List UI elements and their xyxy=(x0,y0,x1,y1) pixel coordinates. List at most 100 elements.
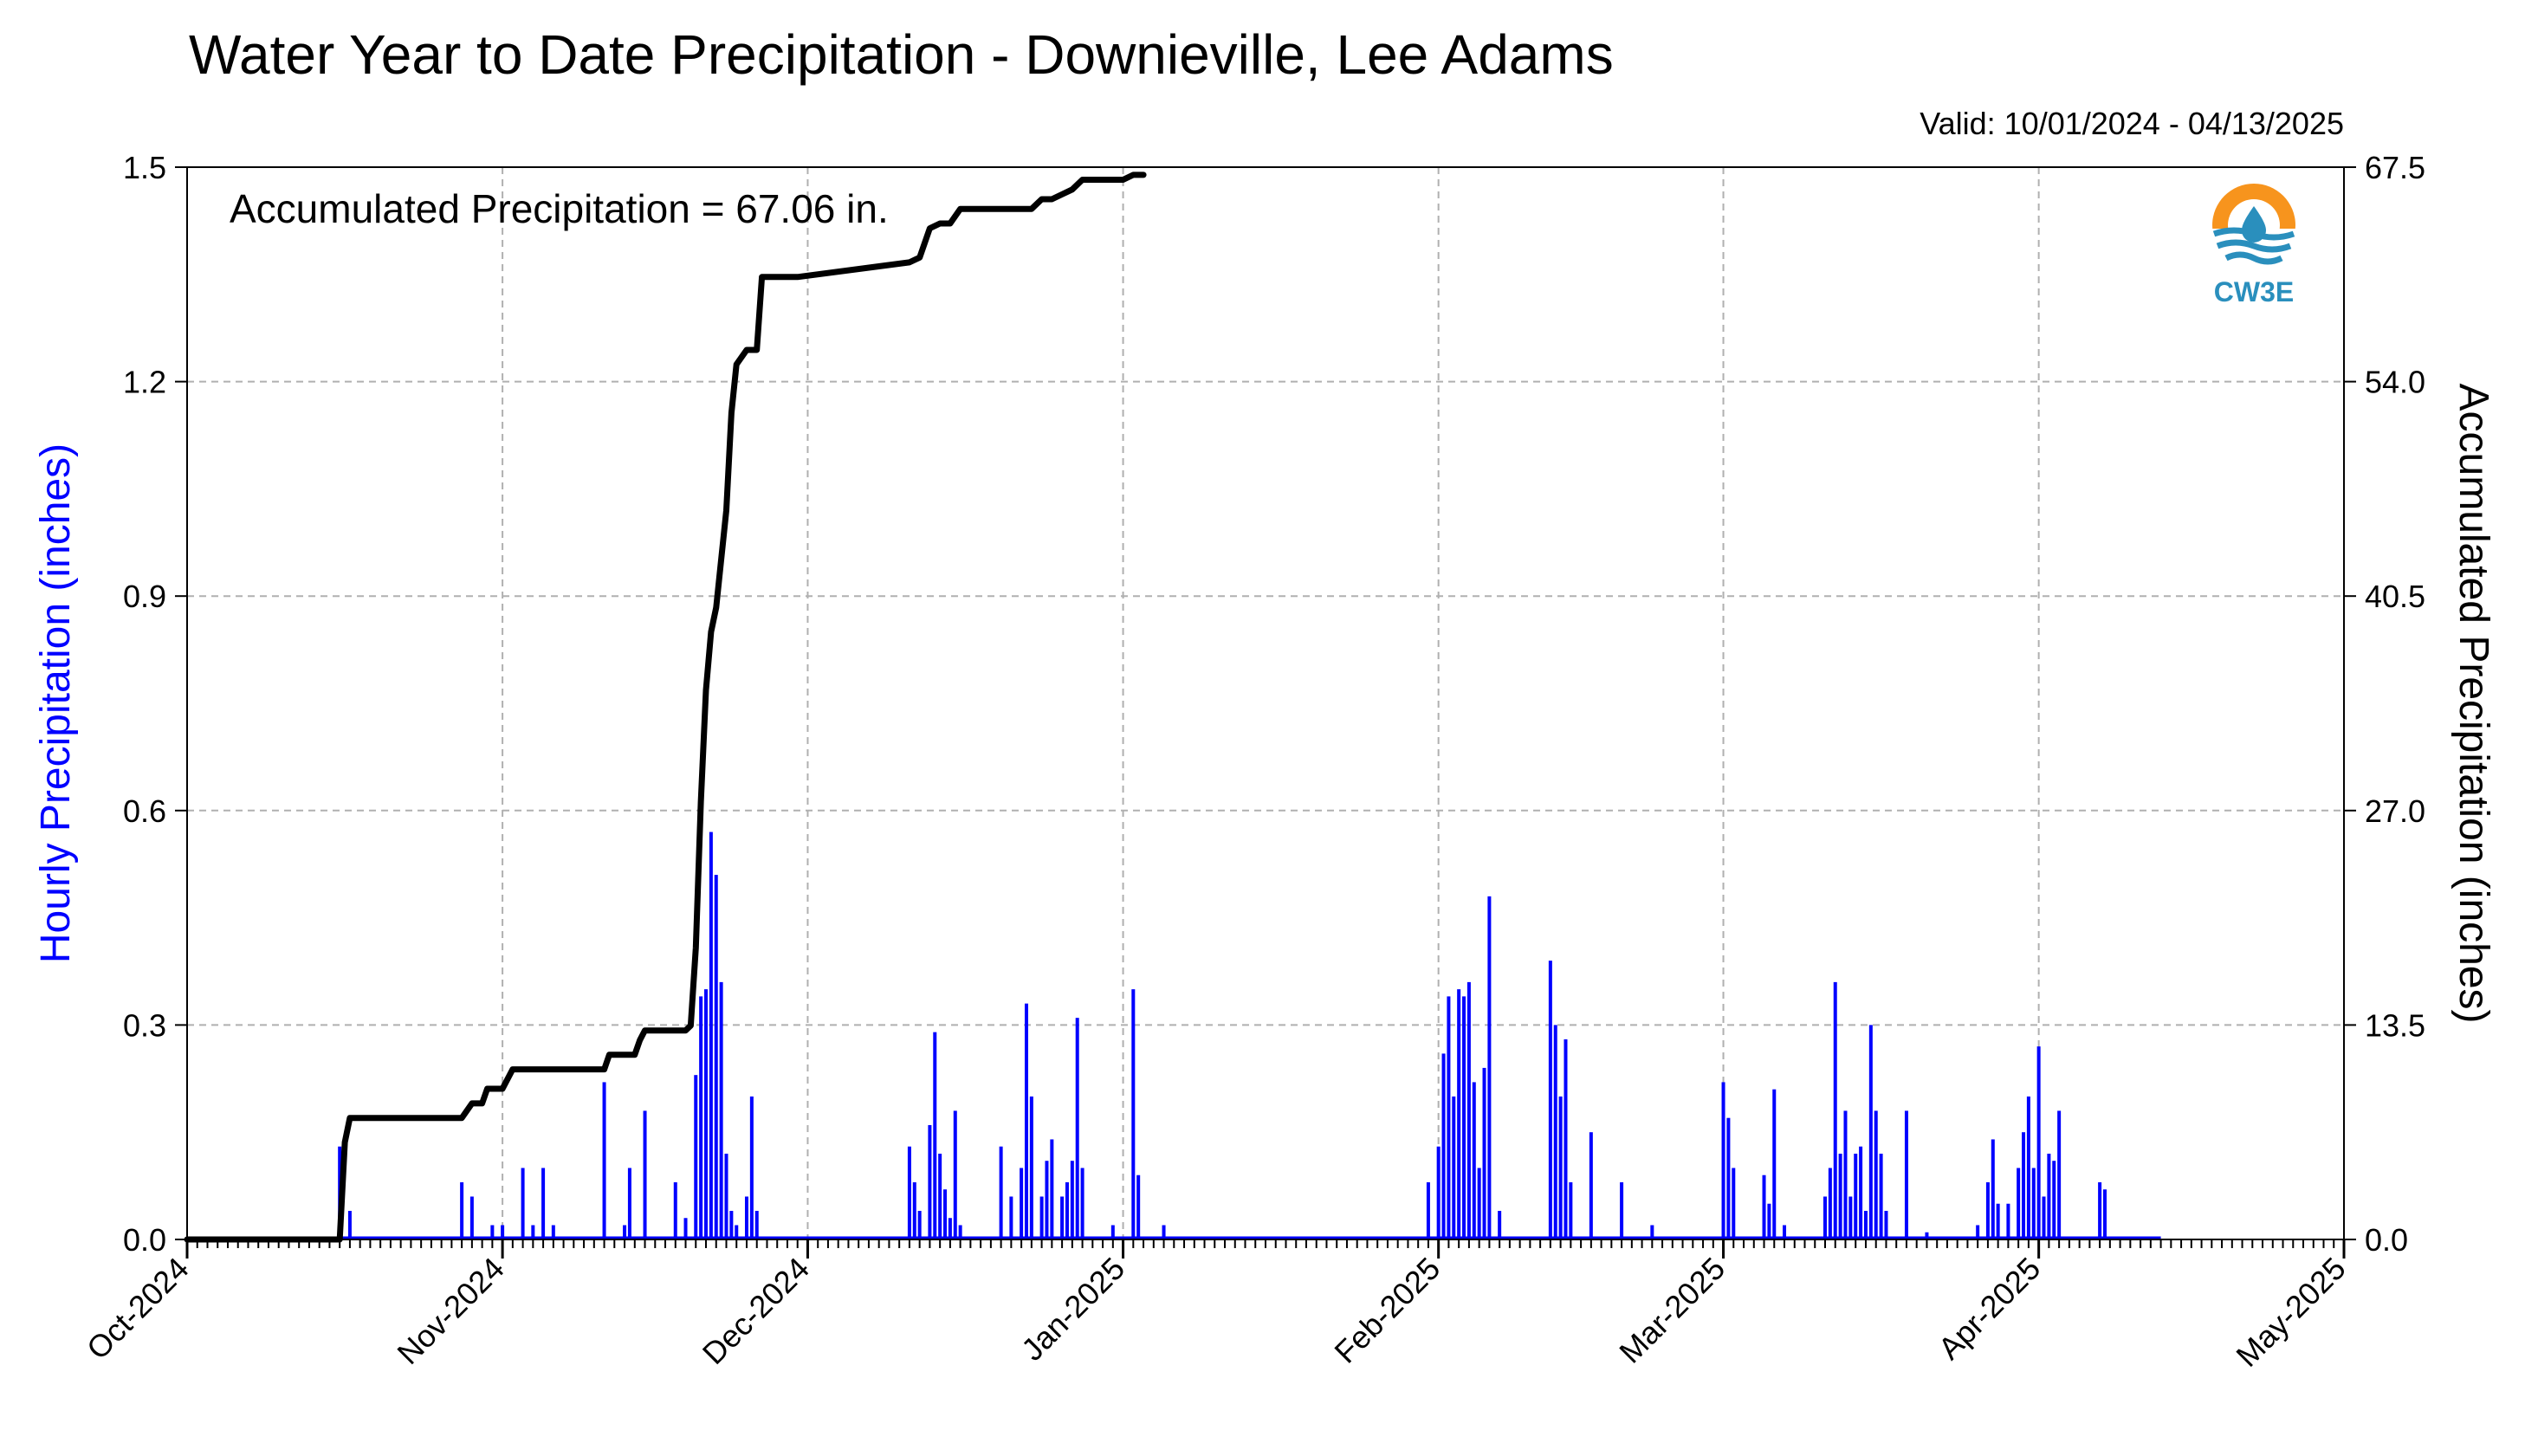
precip-bar xyxy=(1024,1003,1028,1239)
precip-bar xyxy=(1991,1139,1995,1239)
precip-bar xyxy=(699,996,703,1239)
precip-bar xyxy=(1045,1161,1049,1239)
y-left-tick-label: 0.6 xyxy=(123,793,166,829)
y-axis-left-ticks: 0.0 0.3 0.6 0.9 1.2 1.5 xyxy=(123,150,187,1258)
precip-bar xyxy=(2017,1168,2021,1239)
accumulated-precip-line xyxy=(184,171,1147,1243)
y-right-tick-label: 54.0 xyxy=(2365,365,2425,400)
precip-bar xyxy=(943,1189,948,1239)
precip-bar xyxy=(1487,896,1492,1239)
precip-bar xyxy=(735,1225,739,1239)
precip-bar xyxy=(694,1075,698,1239)
precip-bar xyxy=(1996,1203,2000,1239)
precip-bar xyxy=(754,1210,759,1239)
precip-bar xyxy=(1823,1196,1827,1239)
precip-bar xyxy=(1080,1168,1084,1239)
precip-bar xyxy=(1868,1025,1873,1239)
precip-bar xyxy=(1075,1018,1079,1239)
x-tick-label: Apr-2025 xyxy=(1932,1251,2048,1367)
y-left-tick-label: 0.3 xyxy=(123,1007,166,1043)
precip-bar xyxy=(917,1210,922,1239)
precip-bar xyxy=(1859,1146,1863,1239)
precip-bar xyxy=(1620,1181,1624,1239)
precip-bar xyxy=(2006,1203,2010,1239)
precip-bar xyxy=(1447,996,1451,1239)
precip-bar xyxy=(627,1168,631,1239)
x-tick-label: Feb-2025 xyxy=(1327,1251,1447,1370)
precip-bar xyxy=(1558,1096,1563,1239)
precip-bar xyxy=(1020,1168,1024,1239)
precip-bar xyxy=(729,1210,734,1239)
precip-bar xyxy=(749,1096,754,1239)
y-axis-right-label: Accumulated Precipitation (inches) xyxy=(2451,383,2496,1023)
precip-bar xyxy=(1879,1153,1883,1239)
precip-bar xyxy=(744,1196,748,1239)
precip-bar xyxy=(1452,1096,1456,1239)
y-right-tick-label: 0.0 xyxy=(2365,1222,2408,1258)
precip-bar xyxy=(1498,1210,1502,1239)
precip-bar xyxy=(1783,1225,1787,1239)
precip-bar xyxy=(1732,1168,1736,1239)
precip-bar xyxy=(1060,1196,1065,1239)
precip-bar xyxy=(1564,1039,1568,1239)
precip-bar xyxy=(1904,1110,1908,1239)
precip-bar xyxy=(1065,1181,1069,1239)
x-tick-label: Nov-2024 xyxy=(390,1251,510,1371)
cw3e-logo: CW3E xyxy=(2211,184,2297,307)
precip-bar xyxy=(928,1124,932,1239)
precip-bar xyxy=(1772,1089,1777,1239)
precip-bar xyxy=(1548,961,1552,1239)
precip-bar xyxy=(1131,989,1136,1239)
x-tick-label: Oct-2024 xyxy=(80,1251,196,1367)
precip-bar xyxy=(1985,1181,1990,1239)
precip-bar xyxy=(531,1225,535,1239)
precip-bar xyxy=(999,1146,1003,1239)
y-left-tick-label: 0.9 xyxy=(123,579,166,614)
precip-bar xyxy=(1589,1132,1593,1239)
precip-bar xyxy=(1441,1053,1446,1239)
y-left-tick-label: 0.0 xyxy=(123,1222,166,1258)
y-axis-left-label: Hourly Precipitation (inches) xyxy=(33,443,79,963)
y-left-tick-label: 1.2 xyxy=(123,365,166,400)
precip-bar xyxy=(1838,1153,1842,1239)
precip-bar xyxy=(602,1082,606,1239)
precip-bar xyxy=(347,1210,352,1239)
precip-bar xyxy=(724,1153,728,1239)
precip-bar xyxy=(1726,1117,1731,1239)
logo-text: CW3E xyxy=(2214,276,2294,307)
precip-bar xyxy=(490,1225,495,1239)
precip-bar xyxy=(1650,1225,1654,1239)
precip-bar xyxy=(958,1225,962,1239)
precip-bar xyxy=(521,1168,525,1239)
precip-bar xyxy=(953,1110,957,1239)
x-tick-label: Mar-2025 xyxy=(1612,1251,1732,1370)
precip-bar xyxy=(1863,1210,1868,1239)
precip-bar xyxy=(1070,1161,1074,1239)
chart-title: Water Year to Date Precipitation - Downi… xyxy=(189,23,1614,86)
precip-bar xyxy=(1828,1168,1832,1239)
precip-bar xyxy=(1039,1196,1044,1239)
precip-bar xyxy=(460,1181,464,1239)
precip-bar xyxy=(1029,1096,1033,1239)
precip-bar xyxy=(1925,1232,1929,1239)
precip-bar xyxy=(1436,1146,1441,1239)
precip-bar xyxy=(1874,1110,1878,1239)
precip-bar xyxy=(1553,1025,1557,1239)
precip-bar xyxy=(1457,989,1461,1239)
precip-bar xyxy=(1472,1082,1476,1239)
precip-bar xyxy=(2022,1132,2026,1239)
y-right-tick-label: 27.0 xyxy=(2365,793,2425,829)
precip-bar xyxy=(1569,1181,1573,1239)
precip-bar xyxy=(1136,1175,1141,1239)
precip-bar xyxy=(551,1225,555,1239)
precip-bar xyxy=(2057,1110,2062,1239)
precip-bar xyxy=(1843,1110,1848,1239)
precip-bar xyxy=(683,1218,688,1239)
precip-bar xyxy=(469,1196,474,1239)
precip-bar xyxy=(1482,1067,1486,1239)
precip-bar xyxy=(2031,1168,2036,1239)
precip-bar xyxy=(1110,1225,1115,1239)
precip-bar xyxy=(709,832,713,1239)
precip-bar xyxy=(938,1153,942,1239)
x-tick-label: May-2025 xyxy=(2229,1251,2352,1374)
